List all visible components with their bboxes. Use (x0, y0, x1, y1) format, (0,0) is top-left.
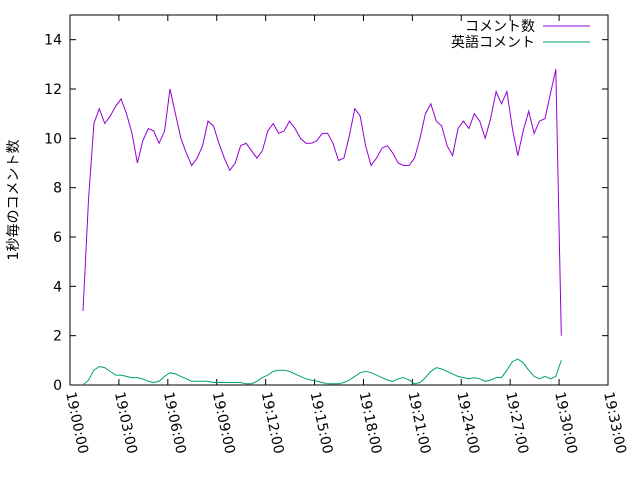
y-tick-label: 10 (44, 131, 62, 147)
x-tick-label: 19:00:00 (62, 391, 91, 456)
x-tick-label: 19:03:00 (111, 391, 140, 456)
x-tick-label: 19:18:00 (356, 391, 385, 456)
x-tick-label: 19:09:00 (209, 391, 238, 456)
series-line (82, 69, 562, 336)
y-tick-label: 0 (53, 378, 62, 394)
x-tick-label: 19:21:00 (404, 391, 433, 456)
legend-label: 英語コメント (451, 34, 535, 51)
y-tick-label: 4 (53, 279, 62, 295)
y-tick-label: 8 (53, 181, 62, 197)
x-tick-label: 19:33:00 (600, 391, 629, 456)
x-tick-label: 19:27:00 (502, 391, 531, 456)
x-tick-label: 19:24:00 (453, 391, 482, 456)
y-tick-label: 2 (53, 329, 62, 345)
y-tick-label: 6 (53, 230, 62, 246)
x-tick-label: 19:30:00 (551, 391, 580, 456)
y-tick-label: 14 (44, 33, 62, 49)
plot-frame (69, 14, 609, 386)
legend-label: コメント数 (465, 19, 535, 35)
series-line (82, 358, 562, 386)
y-axis-label: 1秒毎のコメント数 (6, 140, 22, 261)
y-tick-label: 12 (44, 82, 62, 98)
x-tick-label: 19:15:00 (307, 391, 336, 456)
x-tick-label: 19:06:00 (160, 391, 189, 456)
x-tick-label: 19:12:00 (258, 391, 287, 456)
